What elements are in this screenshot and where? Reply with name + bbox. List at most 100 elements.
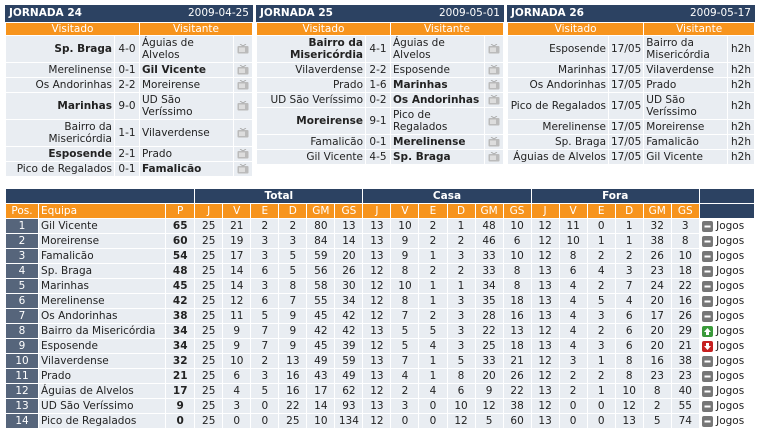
group-header: Fora — [530, 188, 700, 204]
stat: 12 — [362, 278, 392, 294]
match-row: Os Andorinhas 2-2 Moreirense — [5, 77, 253, 93]
match-extra: h2h — [727, 35, 755, 63]
stat: 3 — [446, 293, 476, 309]
stat: 25 — [194, 278, 224, 294]
result: 1-6 — [365, 77, 391, 93]
standings-row: 2 Moreirense 60 25 19 3 3 84 14 13 9 2 2 46 6 12 10 1 1 38 8… — [4, 233, 756, 249]
stat: 8 — [642, 383, 672, 399]
tv-icon — [237, 100, 249, 111]
h2h-link[interactable]: h2h — [731, 151, 751, 163]
stat: 0 — [222, 413, 252, 429]
home-team: Famalicão — [256, 134, 366, 150]
games-link[interactable]: Jogos — [716, 325, 745, 337]
matches-table: Visitado Visitante Esposende 17/05 Bairro da… — [506, 22, 755, 165]
stat: 8 — [614, 353, 644, 369]
stat: 9 — [474, 383, 504, 399]
away-team: UD São Veríssimo — [139, 92, 234, 120]
stat: 39 — [334, 338, 364, 354]
home-team: Vilaverdense — [256, 62, 366, 78]
h2h-link[interactable]: h2h — [731, 79, 751, 91]
stat: 26 — [642, 248, 672, 264]
result: 0-1 — [114, 161, 140, 177]
standings-row: 1 Gil Vicente 65 25 21 2 2 80 13 13 10 2 1 48 10 12 11 0 1… — [4, 218, 756, 234]
stat: 45 — [165, 278, 196, 294]
games-link[interactable]: Jogos — [716, 340, 745, 352]
home-team: Bairro da Misericórdia — [256, 35, 366, 63]
stat: 2 — [642, 398, 672, 414]
games-link[interactable]: Jogos — [716, 310, 745, 322]
stat: 46 — [474, 233, 504, 249]
column-header: V — [390, 203, 420, 219]
h2h-link[interactable]: h2h — [731, 121, 751, 133]
group-header-row: Total Casa Fora — [4, 188, 756, 204]
stat: 13 — [502, 323, 532, 339]
stat: 2 — [418, 233, 448, 249]
stat: 4 — [558, 308, 588, 324]
stat: 12 — [362, 308, 392, 324]
games-link[interactable]: Jogos — [716, 385, 745, 397]
stat: 2 — [278, 218, 308, 234]
match-row: Merelinense 17/05 Moreirense h2h — [507, 119, 755, 135]
matches-table: Visitado Visitante Bairro da Misericórdia 4… — [256, 22, 504, 165]
stat: 8 — [614, 368, 644, 384]
games-link[interactable]: Jogos — [716, 280, 745, 292]
round-header: JORNADA 24 2009-04-25 — [5, 5, 253, 22]
games-link[interactable]: Jogos — [716, 355, 745, 367]
result: 2-2 — [114, 77, 140, 93]
stat: 13 — [530, 413, 560, 429]
result: 4-1 — [365, 35, 391, 63]
stat: 9 — [390, 233, 420, 249]
stat: 93 — [334, 398, 364, 414]
position: 8 — [4, 323, 40, 339]
stat: 18 — [502, 293, 532, 309]
stat: 55 — [306, 293, 336, 309]
home-team: Gil Vicente — [256, 149, 366, 165]
match-row: Águias de Alvelos 17/05 Gil Vicente h2h — [507, 149, 755, 165]
standings-row: 12 Águias de Alvelos 17 25 4 5 16 17 62 12 2 4 6 9 22 1… — [4, 383, 756, 399]
trend-icon — [701, 340, 713, 352]
stat: 4 — [558, 293, 588, 309]
match-row: Pico de Regalados 0-1 Famalicão — [5, 161, 253, 177]
trend-icon — [701, 220, 713, 232]
h2h-link[interactable]: h2h — [731, 43, 751, 55]
games-link[interactable]: Jogos — [716, 415, 745, 427]
match-extra: h2h — [727, 62, 755, 78]
round-date: 2009-04-25 — [187, 7, 249, 19]
stat: 10 — [446, 398, 476, 414]
stat: 3 — [278, 233, 308, 249]
stat: 0 — [250, 413, 280, 429]
standings-row: 10 Vilaverdense 32 25 10 2 13 49 59 13 7 1 5 33 21 12 3 1… — [4, 353, 756, 369]
away-team: Águias de Alvelos — [139, 35, 234, 63]
games-link[interactable]: Jogos — [716, 235, 745, 247]
matches-table: Visitado Visitante Sp. Braga 4-0 Águias de A… — [5, 22, 253, 177]
games-link[interactable]: Jogos — [716, 220, 745, 232]
column-header: J — [362, 203, 392, 219]
stat: 7 — [250, 338, 280, 354]
stat: 25 — [194, 293, 224, 309]
position: 2 — [4, 233, 40, 249]
games-link[interactable]: Jogos — [716, 250, 745, 262]
stat: 32 — [165, 353, 196, 369]
match-row: Bairro da Misericórdia 4-1 Águias de Alvel… — [256, 35, 504, 63]
stat: 7 — [250, 323, 280, 339]
stat: 6 — [558, 263, 588, 279]
games-link[interactable]: Jogos — [716, 370, 745, 382]
games-link[interactable]: Jogos — [716, 400, 745, 412]
h2h-link[interactable]: h2h — [731, 64, 751, 76]
stat: 6 — [250, 263, 280, 279]
home-team: Marinhas — [507, 62, 609, 78]
stat: 26 — [502, 368, 532, 384]
stat: 21 — [670, 338, 700, 354]
stat: 25 — [194, 383, 224, 399]
stat: 13 — [362, 323, 392, 339]
stat: 1 — [418, 368, 448, 384]
home-header: Visitado — [256, 22, 391, 36]
trend-icon — [701, 385, 713, 397]
trend-icon — [701, 415, 713, 427]
stat: 13 — [278, 353, 308, 369]
games-link[interactable]: Jogos — [716, 295, 745, 307]
games-link[interactable]: Jogos — [716, 265, 745, 277]
h2h-link[interactable]: h2h — [731, 100, 751, 112]
h2h-link[interactable]: h2h — [731, 136, 751, 148]
stat: 12 — [446, 413, 476, 429]
